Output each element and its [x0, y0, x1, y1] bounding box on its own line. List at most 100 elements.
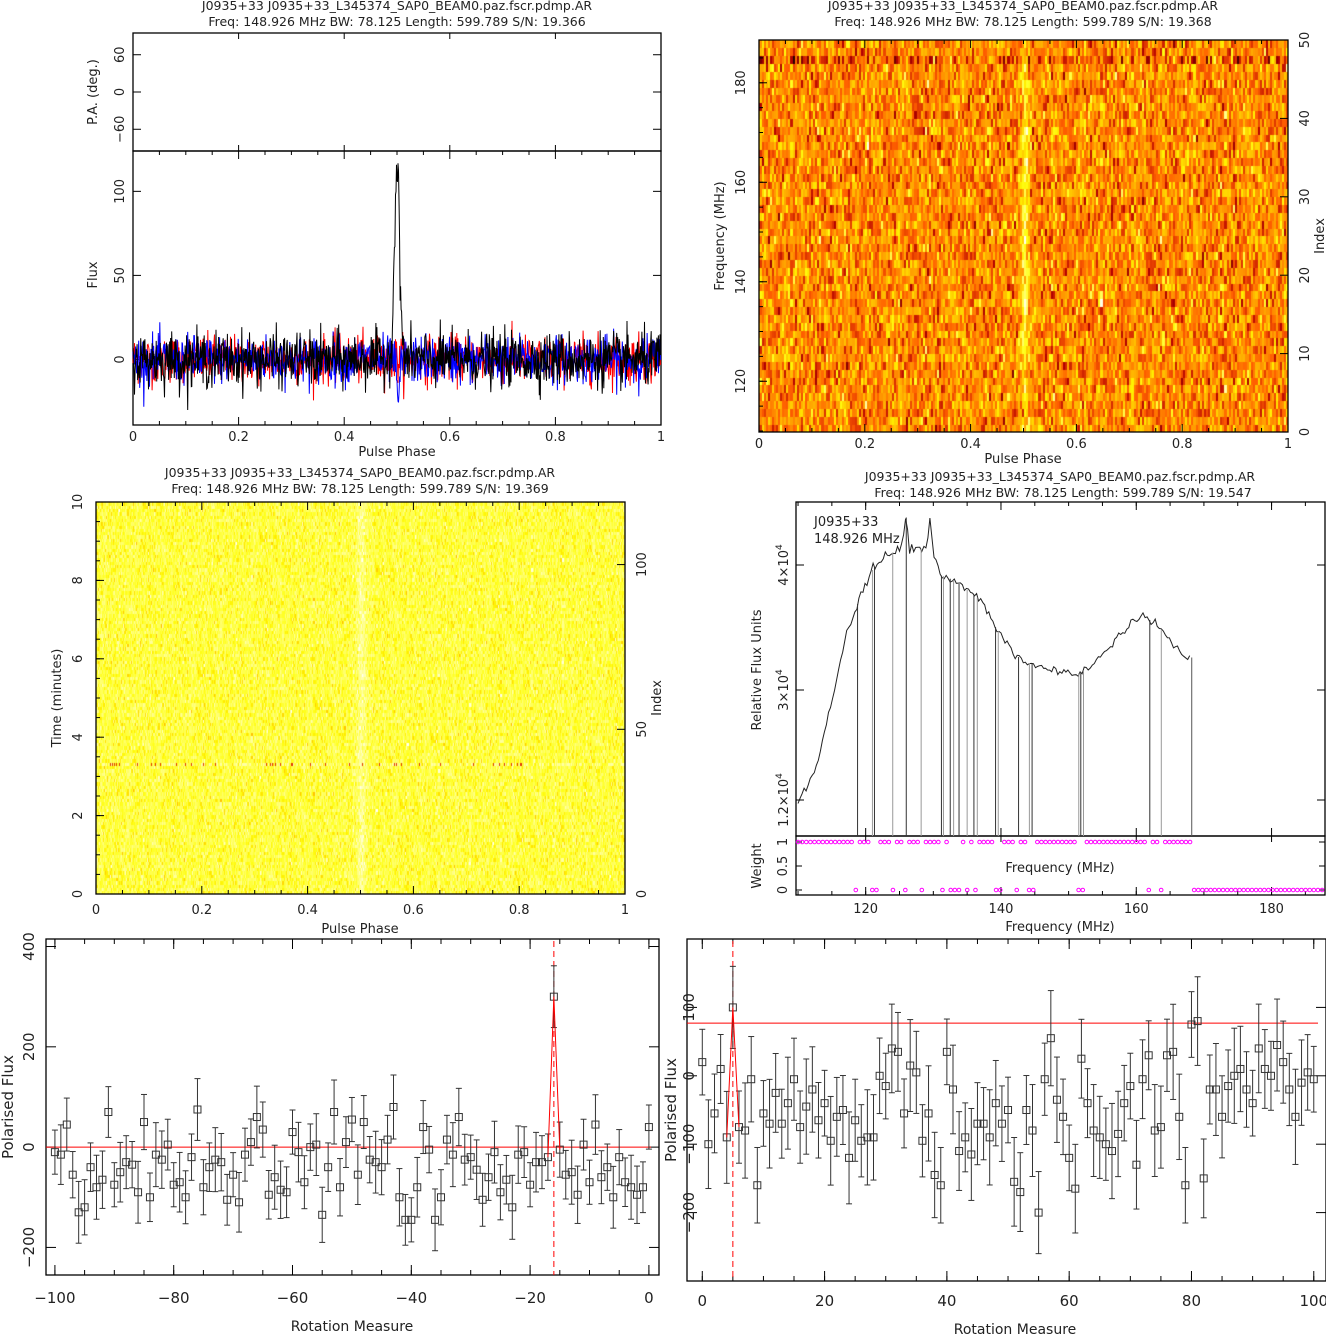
weight-point: [824, 839, 830, 845]
profile-title-line2: Freq: 148.926 MHz BW: 78.125 Length: 599…: [208, 14, 585, 29]
rm-pos-data-point: [1046, 1034, 1055, 1043]
weight-point: [1109, 839, 1114, 845]
rm-neg-data-point: [567, 1168, 576, 1177]
freq-phase-xtick-label: 0.4: [960, 437, 981, 452]
weight-point: [1311, 887, 1317, 893]
rm-neg-data-point: [336, 1183, 345, 1192]
rm-pos-data-point: [1101, 1140, 1110, 1149]
rm-neg-data-point: [389, 1103, 398, 1111]
rm-neg-data-point: [86, 1163, 95, 1172]
rm-neg-data-point: [128, 1160, 137, 1169]
weight-point: [886, 839, 892, 845]
time-phase-title-line1: J0935+33 J0935+33_L345374_SAP0_BEAM0.paz…: [164, 465, 555, 480]
weight-point: [1290, 887, 1296, 893]
rm-neg-data-point: [347, 1115, 356, 1124]
rm-pos-data-point: [1095, 1133, 1104, 1142]
rm-pos-data-point: [1254, 1044, 1263, 1053]
weight-point: [936, 839, 941, 845]
rm-neg-data-point: [520, 1148, 529, 1157]
rm-pos-data-point: [1071, 1184, 1080, 1193]
rm-pos-data-point: [1169, 1047, 1178, 1056]
time-phase-ylabel: Time (minutes): [50, 649, 65, 749]
rm-neg-data-point: [585, 1178, 594, 1187]
rm-neg-data-point: [193, 1105, 202, 1114]
rm-neg-data-point: [92, 1183, 101, 1192]
rm-pos-data-point: [765, 1119, 774, 1128]
rm-neg-data-point: [615, 1153, 624, 1162]
rm-neg-data-point: [472, 1165, 481, 1174]
weight-point: [1022, 839, 1028, 845]
weight-point: [1175, 839, 1180, 845]
rm-pos-data-point: [747, 1075, 756, 1084]
rm-pos-data-point: [1016, 1188, 1025, 1197]
rm-neg-data-point: [324, 1163, 333, 1172]
rm-neg-data-point: [187, 1153, 196, 1162]
weight-point: [985, 839, 991, 845]
freq-phase-ylabel: Frequency (MHz): [713, 181, 728, 290]
time-phase-ytick-label: 10: [71, 494, 86, 511]
bandpass-ytick-label: 1.2×104: [775, 773, 792, 827]
freq-phase-y2tick-label: 40: [1298, 110, 1313, 127]
bandpass-xtick-label: 180: [1259, 902, 1284, 917]
rm-pos-data-point: [997, 1119, 1006, 1128]
rm-pos-data-point: [869, 1133, 878, 1142]
rm-neg-data-point: [235, 1198, 244, 1207]
rm-neg-data-point: [134, 1188, 143, 1197]
rm-pos-data-point: [1218, 1112, 1227, 1121]
rm-neg-data-point: [460, 1155, 469, 1164]
profile-title-line1: J0935+33 J0935+33_L345374_SAP0_BEAM0.paz…: [201, 0, 592, 13]
rm-pos-data-point: [808, 1085, 817, 1094]
time-phase-title-line2: Freq: 148.926 MHz BW: 78.125 Length: 599…: [171, 481, 548, 496]
pa-ylabel: P.A. (deg.): [86, 59, 101, 125]
freq-phase-ytick-label: 160: [734, 170, 749, 195]
rm-neg-data-point: [229, 1170, 238, 1179]
rm-neg-data-point: [413, 1183, 422, 1192]
weight-point: [1262, 887, 1267, 893]
rm-neg-data-point: [246, 1138, 255, 1147]
rm-neg-data-point: [294, 1148, 303, 1157]
bandpass-title-line1: J0935+33 J0935+33_L345374_SAP0_BEAM0.paz…: [864, 469, 1255, 484]
weight-point: [997, 887, 1003, 893]
rm-pos-data-point: [753, 1181, 762, 1190]
profile-ytick-label: 50: [113, 267, 128, 284]
rm-pos-data-point: [1285, 1085, 1294, 1094]
profile-ytick-label: 100: [113, 179, 128, 204]
weight-point: [1179, 839, 1185, 845]
rm-pos-xtick-label: 80: [1182, 1292, 1201, 1310]
weight-point: [948, 887, 954, 893]
rm-pos-data-point: [1022, 1106, 1031, 1114]
rm-pos-xtick-label: 60: [1060, 1292, 1079, 1310]
rm-neg-data-point: [526, 1180, 535, 1189]
weight-point: [1043, 839, 1048, 845]
rm-neg-data-point: [633, 1190, 642, 1199]
time-phase-xtick-label: 0.8: [509, 903, 530, 918]
rm-pos-data-point: [820, 1099, 829, 1108]
weight-point: [1220, 887, 1226, 893]
freq-phase-ytick-label: 180: [734, 70, 749, 95]
rm-neg-data-point: [401, 1215, 410, 1224]
profile-series-stokes-i: [132, 163, 661, 411]
weight-point: [956, 887, 962, 893]
weight-point: [1002, 839, 1007, 845]
rm-pos-ytick-label: −200: [680, 1192, 698, 1233]
weight-point: [1080, 887, 1086, 893]
bandpass-frame: [795, 501, 1326, 837]
rm-neg-data-point: [353, 1170, 362, 1179]
weight-point: [973, 887, 978, 893]
freq-phase-xtick-label: 0.8: [1172, 437, 1193, 452]
bandpass-xlabel: Frequency (MHz): [1005, 920, 1114, 935]
weight-point: [1208, 887, 1213, 893]
rm-neg-data-point: [395, 1193, 404, 1202]
weight-point: [915, 839, 920, 845]
pa-frame: [132, 32, 662, 152]
weight-point: [981, 839, 987, 845]
weight-point: [1006, 839, 1011, 845]
weight-point: [993, 887, 999, 893]
rm-neg-data-point: [318, 1210, 327, 1219]
weight-point: [1059, 839, 1065, 845]
rm-neg-data-point: [175, 1178, 184, 1187]
time-phase-xtick-label: 0.2: [191, 903, 212, 918]
rm-pos-data-point: [1193, 1017, 1202, 1026]
rm-pos-data-point: [875, 1071, 884, 1080]
